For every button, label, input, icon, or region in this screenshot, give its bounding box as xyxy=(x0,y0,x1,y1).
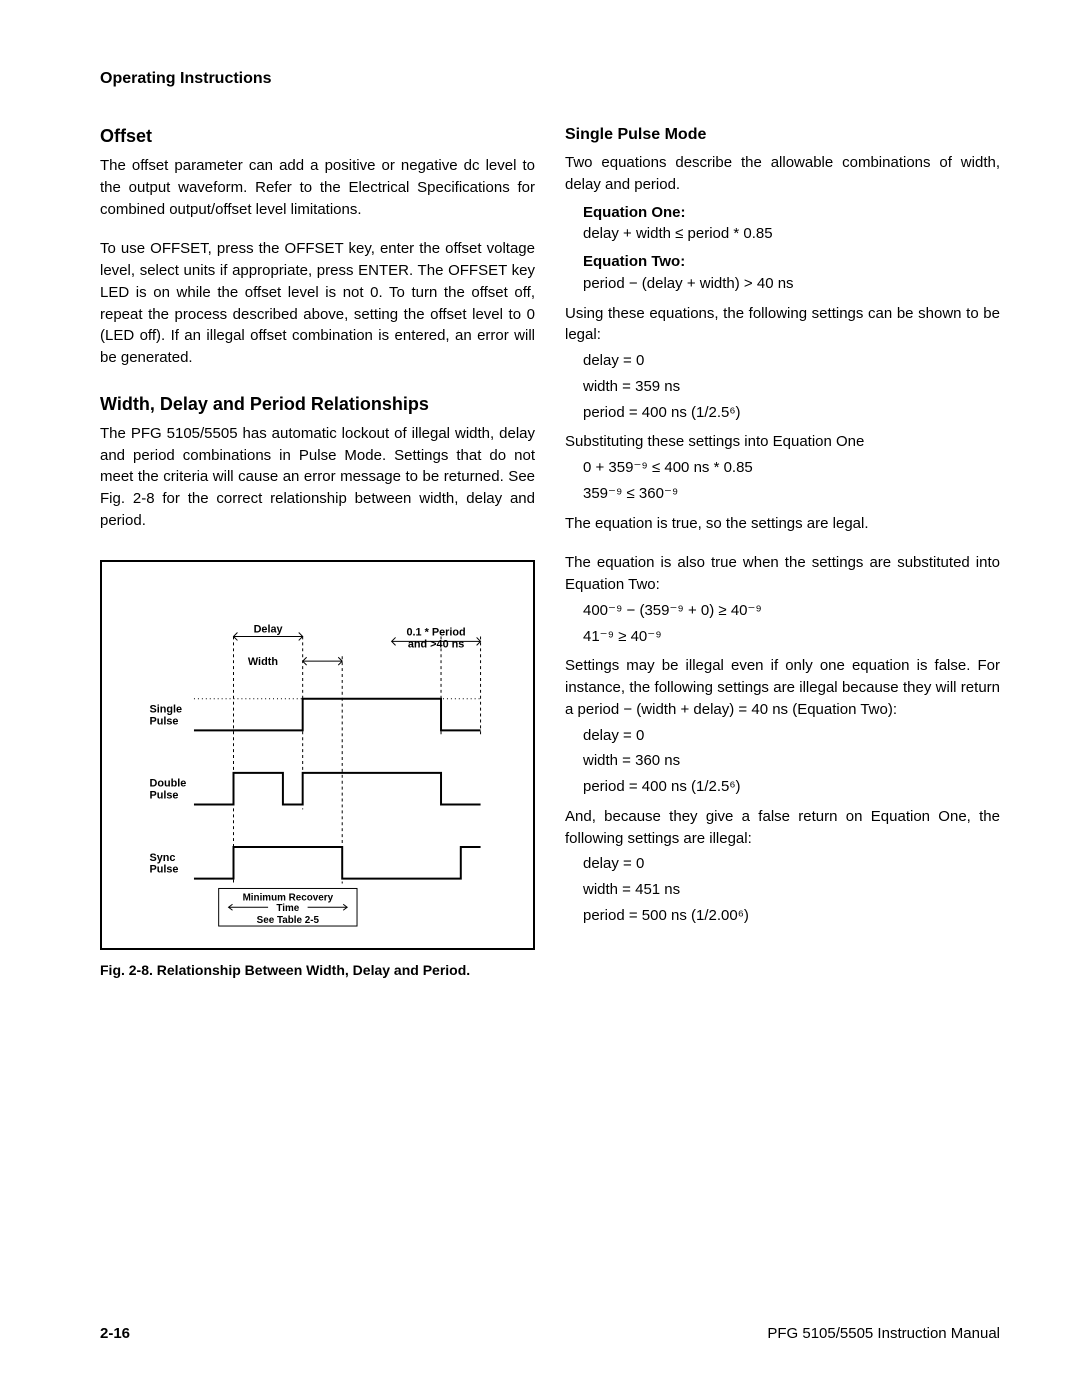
min-recovery-2: Time xyxy=(276,903,299,914)
page-number: 2-16 xyxy=(100,1325,130,1342)
wdp-para-1: The PFG 5105/5505 has automatic lockout … xyxy=(100,423,535,532)
p3: Substituting these settings into Equatio… xyxy=(565,431,1000,453)
figure-caption: Fig. 2-8. Relationship Between Width, De… xyxy=(100,960,535,980)
single-pulse-label-2: Pulse xyxy=(150,715,179,727)
width-label: Width xyxy=(248,656,278,668)
set2-l1: delay = 0 xyxy=(583,725,1000,747)
double-pulse-label-1: Double xyxy=(150,777,187,789)
p2: Using these equations, the following set… xyxy=(565,303,1000,347)
eq2: period − (delay + width) > 40 ns xyxy=(583,273,1000,295)
set3-l3: period = 500 ns (1/2.00⁶) xyxy=(583,905,1000,927)
p4: The equation is true, so the settings ar… xyxy=(565,513,1000,535)
sub2-l1: 400⁻⁹ − (359⁻⁹ + 0) ≥ 40⁻⁹ xyxy=(583,600,1000,622)
set3-l1: delay = 0 xyxy=(583,853,1000,875)
min-recovery-1: Minimum Recovery xyxy=(243,892,334,903)
offset-para-1: The offset parameter can add a positive … xyxy=(100,155,535,220)
right-column: Single Pulse Mode Two equations describe… xyxy=(565,123,1000,980)
see-table: See Table 2-5 xyxy=(257,915,320,926)
eq2-label: Equation Two: xyxy=(583,251,1000,273)
set2-l2: width = 360 ns xyxy=(583,750,1000,772)
figure-2-8: Delay Width 0.1 * Period and >40 ns xyxy=(100,560,535,950)
page: Operating Instructions Offset The offset… xyxy=(0,0,1080,1397)
sub1-l1: 0 + 359⁻⁹ ≤ 400 ns * 0.85 xyxy=(583,457,1000,479)
columns: Offset The offset parameter can add a po… xyxy=(100,123,1000,980)
double-pulse-label-2: Pulse xyxy=(150,789,179,801)
left-column: Offset The offset parameter can add a po… xyxy=(100,123,535,980)
sync-pulse-label-1: Sync xyxy=(150,851,176,863)
manual-title: PFG 5105/5505 Instruction Manual xyxy=(767,1325,1000,1342)
p5: The equation is also true when the setti… xyxy=(565,552,1000,596)
period-note-1: 0.1 * Period xyxy=(407,626,466,638)
eq1-label: Equation One: xyxy=(583,202,1000,224)
delay-label: Delay xyxy=(254,623,283,635)
sub1-l2: 359⁻⁹ ≤ 360⁻⁹ xyxy=(583,483,1000,505)
p7: And, because they give a false return on… xyxy=(565,806,1000,850)
sync-pulse-label-2: Pulse xyxy=(150,863,179,875)
single-pulse-label-1: Single xyxy=(150,703,183,715)
wdp-title: Width, Delay and Period Relationships xyxy=(100,391,535,417)
set1-l1: delay = 0 xyxy=(583,350,1000,372)
page-header: Operating Instructions xyxy=(100,70,1000,88)
spm-title: Single Pulse Mode xyxy=(565,123,1000,146)
set2-l3: period = 400 ns (1/2.5⁶) xyxy=(583,776,1000,798)
p6: Settings may be illegal even if only one… xyxy=(565,655,1000,720)
offset-para-2: To use OFFSET, press the OFFSET key, ent… xyxy=(100,238,535,369)
set1-l3: period = 400 ns (1/2.5⁶) xyxy=(583,402,1000,424)
period-note-2: and >40 ns xyxy=(408,638,464,650)
spm-p1: Two equations describe the allowable com… xyxy=(565,152,1000,196)
offset-title: Offset xyxy=(100,123,535,149)
set1-l2: width = 359 ns xyxy=(583,376,1000,398)
set3-l2: width = 451 ns xyxy=(583,879,1000,901)
eq1: delay + width ≤ period * 0.85 xyxy=(583,223,1000,245)
sub2-l2: 41⁻⁹ ≥ 40⁻⁹ xyxy=(583,626,1000,648)
footer: 2-16 PFG 5105/5505 Instruction Manual xyxy=(100,1325,1000,1342)
timing-diagram-svg: Delay Width 0.1 * Period and >40 ns xyxy=(116,592,519,928)
